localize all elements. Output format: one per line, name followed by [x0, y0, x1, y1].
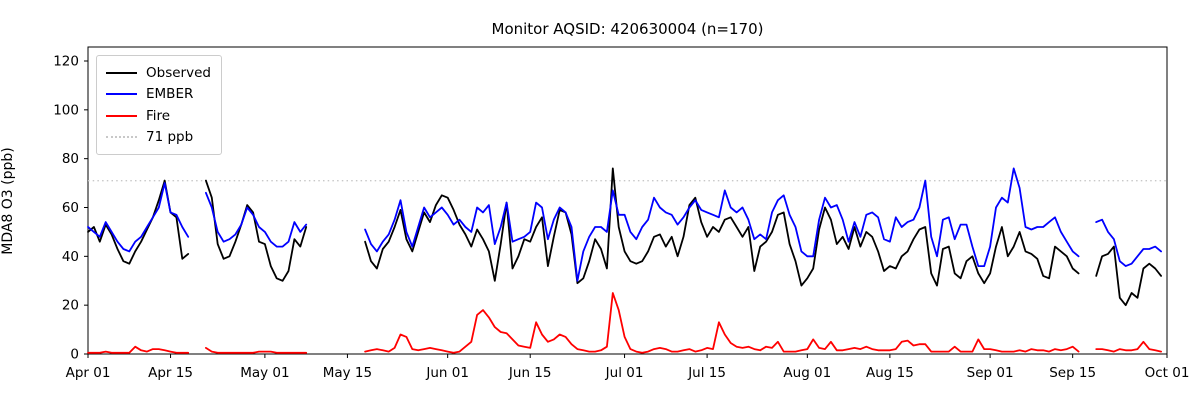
series-observed	[1095, 245, 1162, 307]
x-tick-label: May 15	[323, 365, 372, 381]
series-fire	[1095, 340, 1162, 353]
legend-item-threshold: 71 ppb	[106, 127, 211, 149]
series-observed	[87, 179, 190, 265]
y-tick-label: 100	[53, 102, 79, 118]
x-tick-label: Apr 15	[148, 365, 193, 381]
y-axis-label: MDA8 O3 (ppb)	[0, 147, 16, 255]
series-observed	[364, 167, 1080, 287]
series-fire	[204, 346, 308, 354]
series-ember	[1095, 218, 1162, 268]
legend-item-observed: Observed	[106, 62, 211, 84]
fire-line-swatch	[106, 114, 137, 117]
ember-line-swatch	[106, 93, 137, 96]
y-tick-label: 80	[62, 151, 79, 167]
legend-item-ember: EMBER	[106, 84, 211, 106]
legend-label: Fire	[146, 107, 171, 124]
legend-box: Observed EMBER Fire 71 ppb	[96, 55, 222, 155]
x-tick-label: Jun 15	[508, 365, 552, 381]
legend-label: 71 ppb	[146, 129, 194, 146]
y-tick-label: 40	[62, 249, 79, 265]
x-tick-label: Sep 15	[1049, 365, 1096, 381]
series-ember	[204, 191, 308, 248]
legend-label: Observed	[146, 64, 211, 81]
x-tick-label: Aug 01	[783, 365, 831, 381]
chart-title: Monitor AQSID: 420630004 (n=170)	[491, 20, 764, 38]
y-tick-label: 60	[62, 200, 79, 216]
x-tick-label: Sep 01	[967, 365, 1014, 381]
x-tick-label: Oct 01	[1145, 365, 1190, 381]
series-observed	[204, 179, 308, 282]
y-tick-label: 120	[53, 54, 79, 70]
x-tick-label: May 01	[240, 365, 289, 381]
series-fire	[87, 345, 190, 354]
x-tick-label: Jun 01	[425, 365, 469, 381]
x-tick-label: Jul 15	[687, 365, 726, 381]
threshold-line-swatch	[106, 136, 137, 139]
legend-label: EMBER	[146, 86, 194, 103]
series-fire	[364, 292, 1080, 354]
series-ember	[364, 167, 1080, 282]
plot-frame	[87, 46, 1168, 355]
legend-item-fire: Fire	[106, 105, 211, 127]
observed-line-swatch	[106, 71, 137, 74]
series-ember	[87, 182, 190, 253]
x-tick-label: Aug 15	[866, 365, 914, 381]
y-tick-label: 0	[70, 347, 79, 363]
x-tick-label: Jul 01	[605, 365, 644, 381]
x-tick-label: Apr 01	[66, 365, 111, 381]
y-tick-label: 20	[62, 298, 79, 314]
